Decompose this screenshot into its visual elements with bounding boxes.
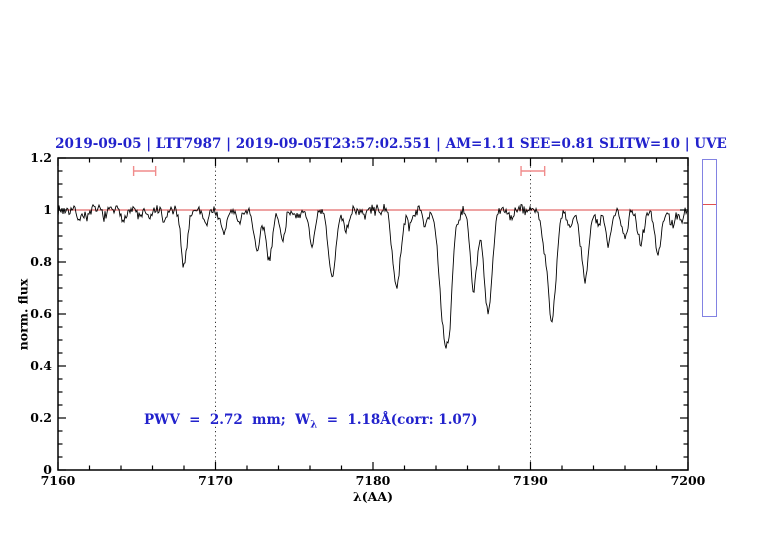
slit-indicator-panel [702,159,717,317]
x-tick-label: 7170 [198,473,233,488]
x-tick-label: 7180 [355,473,391,488]
x-tick-label: 7160 [40,473,76,488]
x-tick-label: 7190 [513,473,548,488]
y-tick-label: 1.2 [30,150,52,165]
y-tick-label: 0.6 [30,306,52,321]
y-tick-label: 0 [43,462,52,477]
pwv-annotation-value: = 1.18Å(corr: 1.07) [317,412,478,428]
y-tick-label: 1 [43,202,52,217]
pwv-annotation-text: PWV = 2.72 mm; W [144,412,311,428]
spectrum-trace [57,203,688,349]
pwv-annotation-subscript: λ [310,419,318,431]
pwv-annotation: PWV = 2.72 mm; Wλ = 1.18Å(corr: 1.07) [144,412,478,431]
plot-title: 2019-09-05 | LTT7987 | 2019-09-05T23:57:… [55,136,727,152]
y-tick-label: 0.8 [30,254,52,269]
y-tick-label: 0.4 [30,358,52,373]
y-tick-label: 0.2 [30,410,52,425]
slit-indicator-line [703,204,716,205]
x-tick-label: 7200 [670,473,706,488]
x-axis-label: λ(AA) [353,489,393,504]
